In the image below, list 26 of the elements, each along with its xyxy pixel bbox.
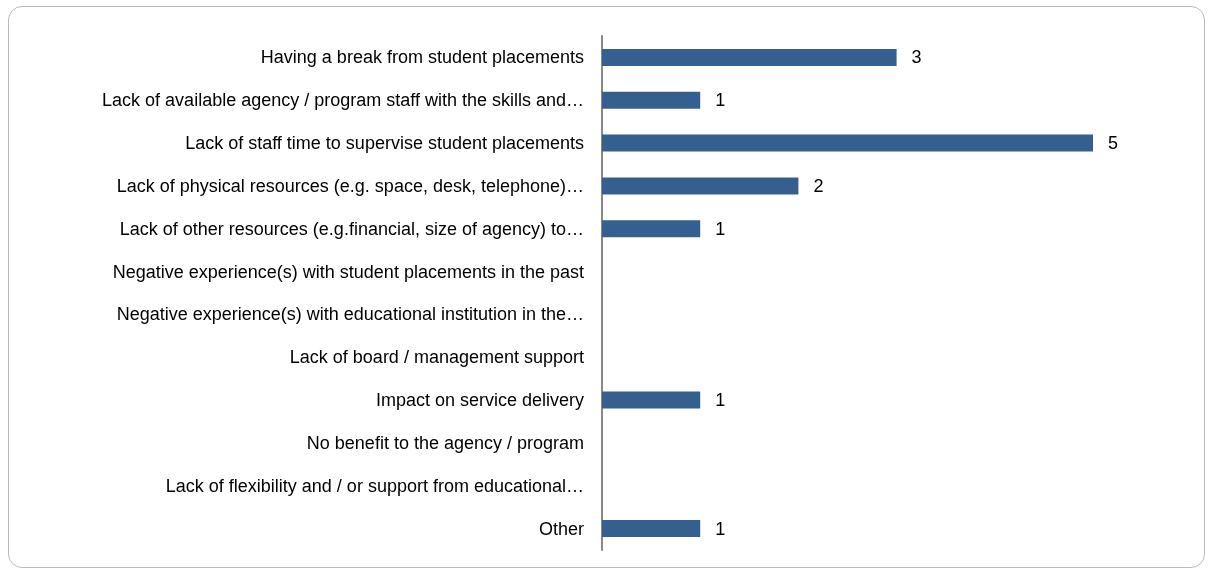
y-tick-label: Lack of available agency / program staff with the skills and… xyxy=(102,90,584,111)
bar xyxy=(602,134,1093,152)
data-label: 3 xyxy=(911,47,922,68)
data-label: 1 xyxy=(715,218,726,239)
data-label: 1 xyxy=(715,390,726,411)
y-tick-label: Negative experience(s) with educational institution in the… xyxy=(116,304,584,325)
y-tick-label: Lack of board / management support xyxy=(289,347,584,368)
y-tick-label: Lack of physical resources (e.g. space, desk, telephone)… xyxy=(116,175,584,196)
y-tick-label: Other xyxy=(538,518,584,539)
y-tick-label: No benefit to the agency / program xyxy=(306,432,584,453)
bar xyxy=(602,520,701,538)
data-label: 1 xyxy=(715,518,726,539)
bar xyxy=(602,177,799,195)
bar xyxy=(602,391,701,409)
y-tick-label: Impact on service delivery xyxy=(375,390,584,411)
data-label: 5 xyxy=(1108,133,1119,154)
y-tick-label: Having a break from student placements xyxy=(260,47,584,68)
y-tick-label: Lack of staff time to supervise student placements xyxy=(185,133,584,154)
y-tick-label: Lack of flexibility and / or support from educational… xyxy=(165,475,584,496)
data-label: 1 xyxy=(715,90,726,111)
bar xyxy=(602,220,701,238)
bar xyxy=(602,48,897,66)
data-label: 2 xyxy=(813,175,824,196)
bar xyxy=(602,91,701,109)
y-tick-label: Lack of other resources (e.g.financial, size of agency) to… xyxy=(119,218,584,239)
y-tick-label: Negative experience(s) with student placements in the past xyxy=(112,261,584,282)
